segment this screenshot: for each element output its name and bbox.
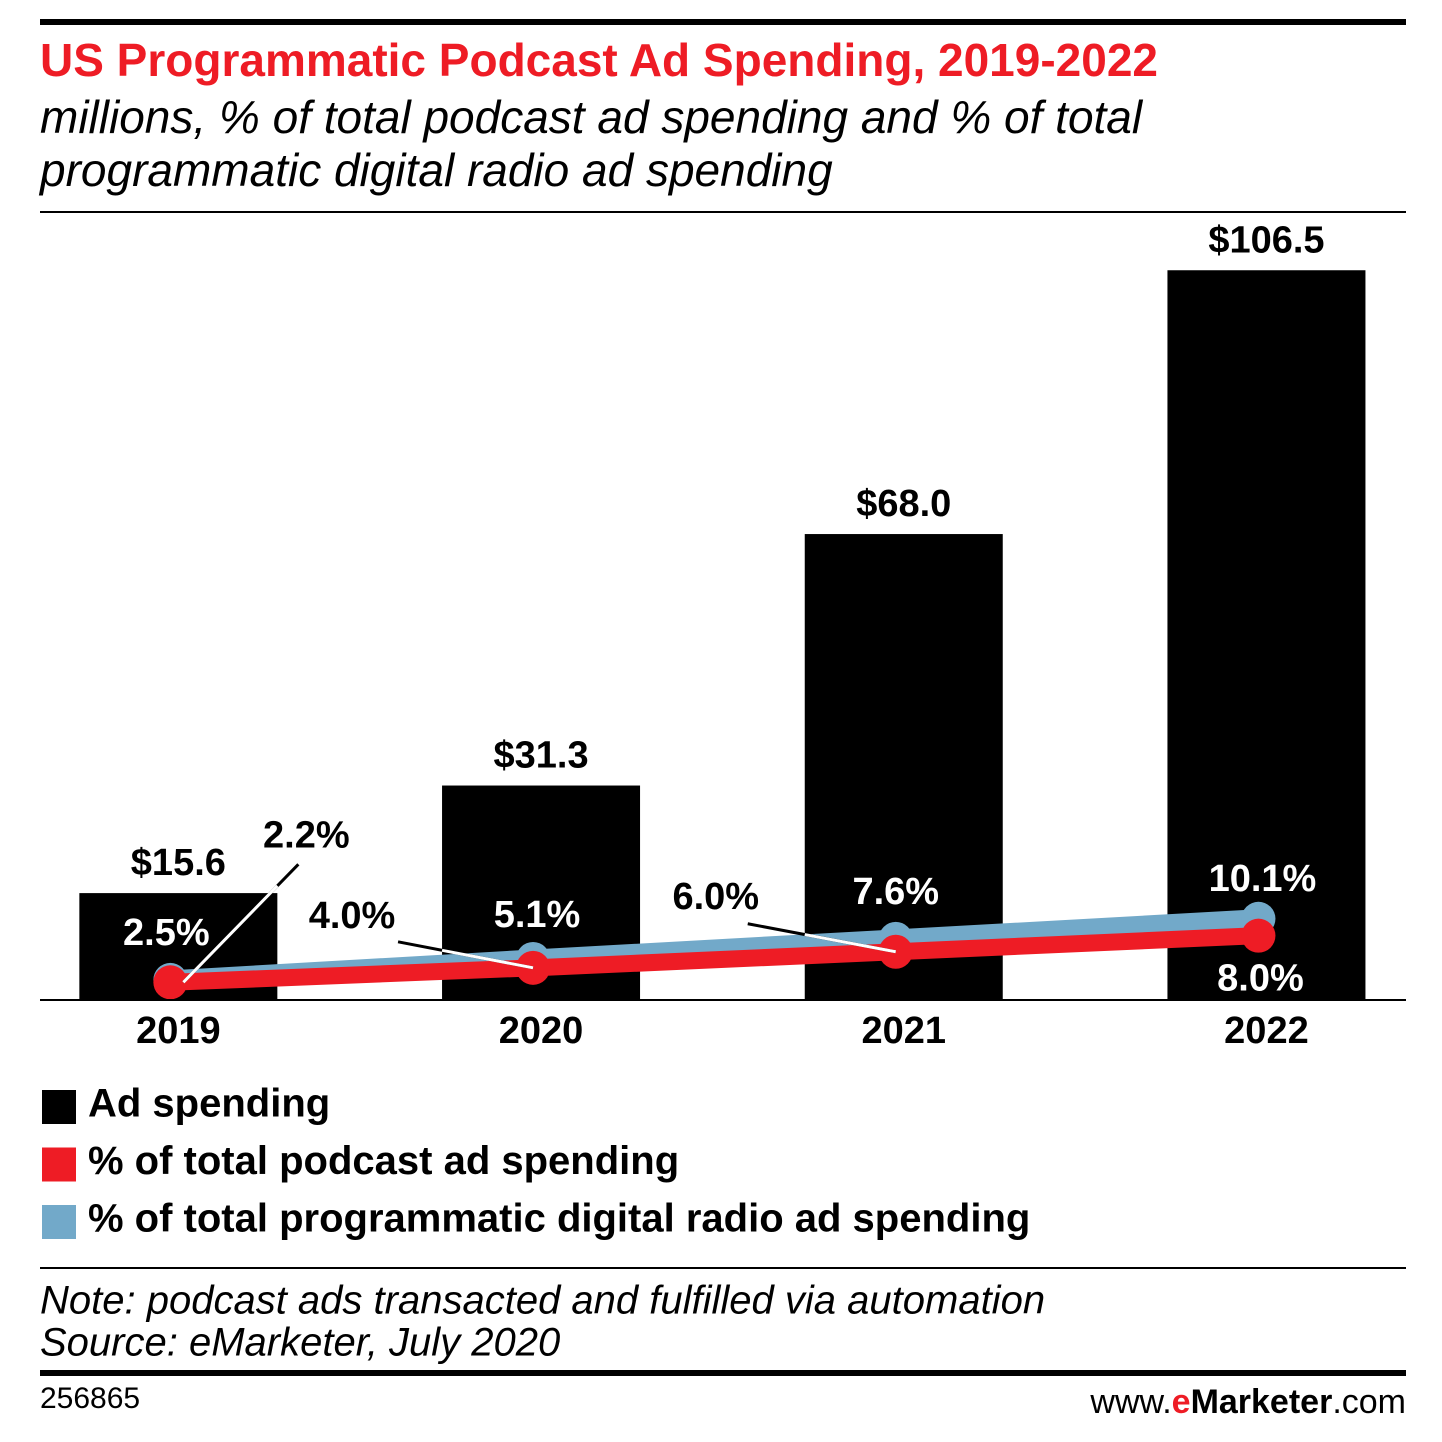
note: Note: podcast ads transacted and fulfill… <box>40 1279 1045 1323</box>
bar <box>804 534 1003 1000</box>
line <box>170 927 1259 991</box>
line-value-label: 10.1% <box>1209 858 1317 900</box>
brand-part: .com <box>1332 1383 1406 1421</box>
baseline <box>40 999 1406 1001</box>
legend-label: % of total programmatic digital radio ad… <box>88 1197 1030 1241</box>
legend-label: Ad spending <box>88 1082 330 1126</box>
line-value-label: 6.0% <box>672 876 759 918</box>
legend-label: % of total podcast ad spending <box>88 1139 679 1183</box>
line-marker <box>153 965 188 1000</box>
line-value-label: 7.6% <box>852 871 939 913</box>
legend-swatch <box>42 1205 76 1239</box>
source: Source: eMarketer, July 2020 <box>40 1321 560 1365</box>
line-value-label: 5.1% <box>494 894 581 936</box>
line-value-label: 4.0% <box>309 895 396 937</box>
chart-subtitle: programmatic digital radio ad spending <box>38 144 833 196</box>
chart-id: 256865 <box>40 1382 140 1415</box>
bar-value-label: $15.6 <box>131 842 226 884</box>
line-value-label: 2.2% <box>263 814 350 856</box>
brand: www.eMarketer.com <box>1089 1383 1406 1421</box>
leader-line <box>804 933 897 954</box>
bar-value-label: $31.3 <box>494 735 589 777</box>
legend-swatch <box>42 1147 76 1182</box>
line-value-label: 8.0% <box>1217 958 1304 1000</box>
chart-subtitle: millions, % of total podcast ad spending… <box>40 91 1144 143</box>
bar-value-label: $68.0 <box>856 483 951 525</box>
bottom-rule <box>40 1370 1406 1376</box>
brand-part: e <box>1172 1383 1191 1421</box>
leader-line <box>441 948 534 970</box>
x-tick-label: 2020 <box>499 1010 584 1052</box>
line-marker <box>1241 918 1276 953</box>
top-rule <box>40 19 1406 25</box>
header-rule <box>40 211 1406 213</box>
brand-part: Marketer <box>1191 1383 1333 1421</box>
line-value-label: 2.5% <box>123 912 210 954</box>
x-tick-label: 2019 <box>136 1010 221 1052</box>
legend-swatch <box>42 1090 76 1124</box>
x-tick-label: 2021 <box>861 1010 946 1052</box>
leader-line <box>182 884 279 984</box>
legend: Ad spending % of total podcast ad spendin… <box>42 1082 1030 1241</box>
chart-title: US Programmatic Podcast Ad Spending, 201… <box>40 34 1158 86</box>
brand-part: www. <box>1089 1383 1171 1421</box>
plot-area: $15.6 $31.3 $68.0 $106.5 2.2% 4.0% 6.0% 8.0% 2.5… <box>79 219 1366 1052</box>
footer-rule <box>40 1267 1406 1269</box>
bar-value-label: $106.5 <box>1208 219 1324 261</box>
bar <box>1167 270 1366 1000</box>
x-tick-label: 2022 <box>1224 1010 1309 1052</box>
